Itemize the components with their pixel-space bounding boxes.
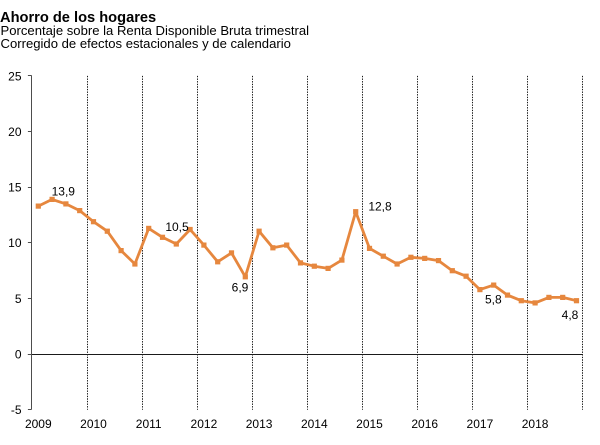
svg-text:5: 5: [15, 292, 22, 306]
svg-text:13,9: 13,9: [52, 184, 76, 198]
svg-text:2014: 2014: [301, 417, 328, 431]
svg-text:25: 25: [8, 69, 22, 83]
svg-text:15: 15: [8, 181, 22, 195]
svg-text:5,8: 5,8: [485, 293, 502, 307]
svg-text:10: 10: [8, 236, 22, 250]
svg-text:Porcentaje sobre la Renta Disp: Porcentaje sobre la Renta Disponible Bru…: [1, 23, 310, 38]
svg-text:20: 20: [8, 125, 22, 139]
svg-text:2013: 2013: [246, 417, 273, 431]
svg-text:2015: 2015: [356, 417, 383, 431]
svg-text:Ahorro de los hogares: Ahorro de los hogares: [0, 10, 156, 26]
svg-text:2012: 2012: [191, 417, 218, 431]
svg-text:2018: 2018: [522, 417, 549, 431]
svg-text:10,5: 10,5: [165, 220, 189, 234]
svg-text:2009: 2009: [25, 417, 52, 431]
svg-text:4,8: 4,8: [562, 308, 579, 322]
svg-text:12,8: 12,8: [368, 199, 392, 213]
svg-text:0: 0: [15, 347, 22, 361]
svg-text:2016: 2016: [411, 417, 438, 431]
svg-text:2010: 2010: [80, 417, 107, 431]
svg-text:Corregido de efectos estaciona: Corregido de efectos estacionales y de c…: [1, 36, 291, 51]
svg-text:2017: 2017: [467, 417, 494, 431]
svg-text:6,9: 6,9: [232, 280, 249, 294]
svg-text:-5: -5: [11, 403, 22, 417]
svg-text:2011: 2011: [136, 417, 162, 431]
